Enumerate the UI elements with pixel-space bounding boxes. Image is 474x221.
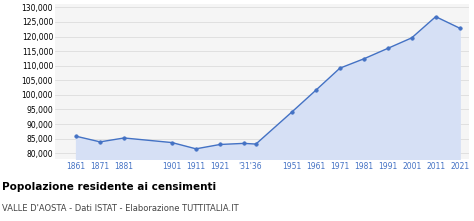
Text: Popolazione residente ai censimenti: Popolazione residente ai censimenti xyxy=(2,182,217,192)
Text: VALLE D'AOSTA - Dati ISTAT - Elaborazione TUTTITALIA.IT: VALLE D'AOSTA - Dati ISTAT - Elaborazion… xyxy=(2,204,239,213)
